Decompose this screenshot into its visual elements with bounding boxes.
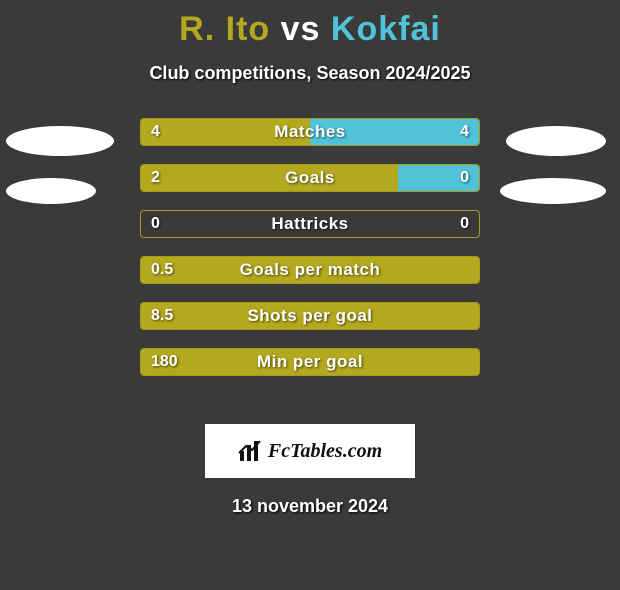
bar-label: Hattricks (141, 211, 479, 237)
stat-row: 8.5Shots per goal (140, 302, 480, 330)
bar-label: Min per goal (141, 349, 479, 375)
stat-row: 20Goals (140, 164, 480, 192)
title: R. Ito vs Kokfai (0, 10, 620, 49)
subtitle: Club competitions, Season 2024/2025 (0, 63, 620, 84)
comparison-chart: 44Matches 20Goals 00Hattricks 0.5Goals per … (0, 118, 620, 418)
logo-text: FcTables.com (268, 440, 382, 463)
date: 13 november 2024 (0, 496, 620, 517)
decorative-ellipse (500, 178, 606, 204)
stat-row: 00Hattricks (140, 210, 480, 238)
player1-name: R. Ito (179, 10, 270, 48)
bar-label: Shots per goal (141, 303, 479, 329)
decorative-ellipse (6, 126, 114, 156)
title-vs: vs (281, 10, 321, 48)
player2-name: Kokfai (331, 10, 441, 48)
bar-label: Goals (141, 165, 479, 191)
chart-icon (238, 439, 262, 463)
stat-row: 0.5Goals per match (140, 256, 480, 284)
decorative-ellipse (506, 126, 606, 156)
stat-row: 180Min per goal (140, 348, 480, 376)
stat-row: 44Matches (140, 118, 480, 146)
logo-box: FcTables.com (205, 424, 415, 478)
bar-label: Goals per match (141, 257, 479, 283)
bars-container: 44Matches 20Goals 00Hattricks 0.5Goals per … (140, 118, 480, 394)
decorative-ellipse (6, 178, 96, 204)
bar-label: Matches (141, 119, 479, 145)
